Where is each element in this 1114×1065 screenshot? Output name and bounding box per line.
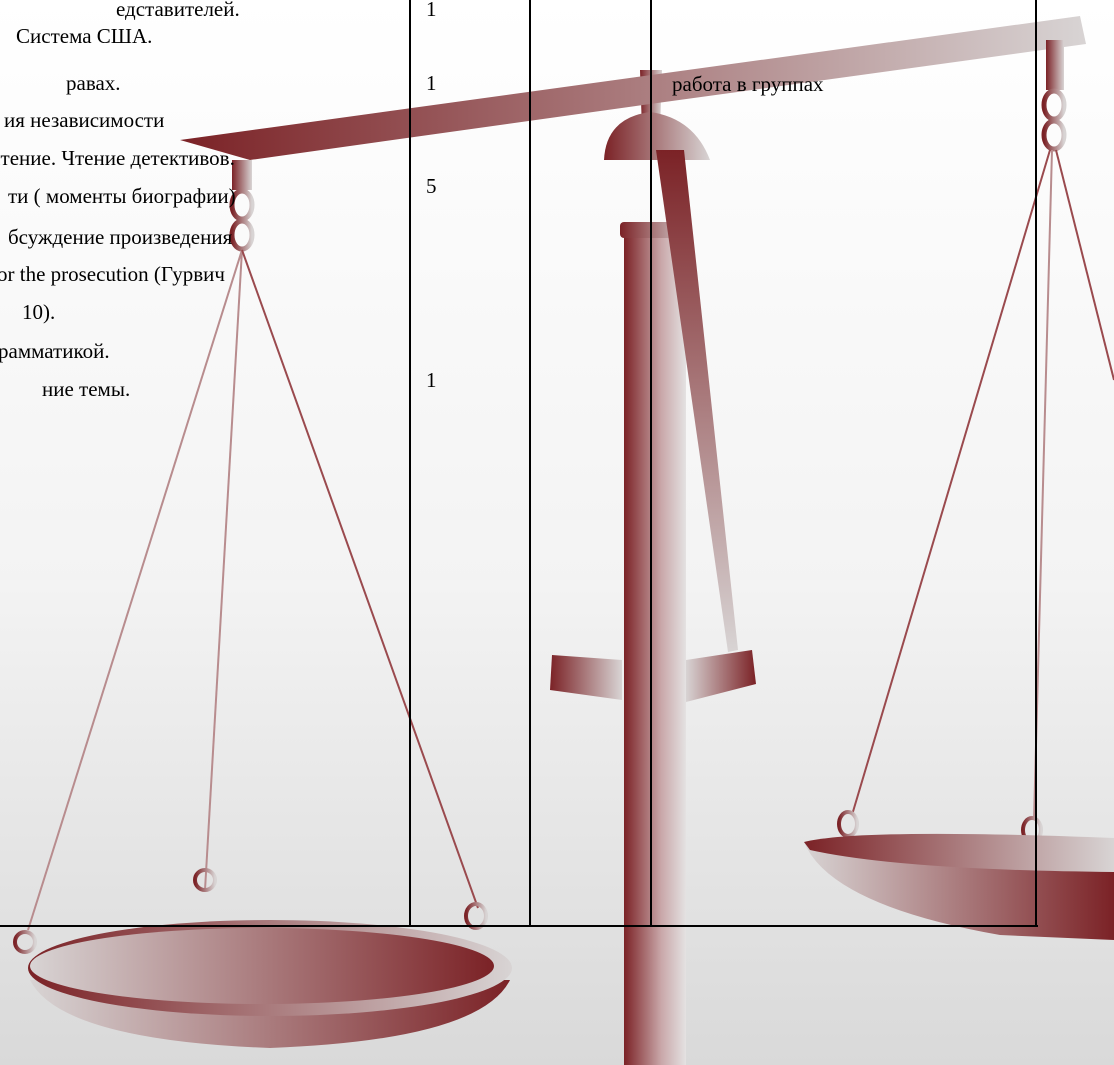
- table-border: [650, 0, 652, 927]
- hours-cell: 1: [426, 368, 437, 392]
- table-border: [529, 0, 531, 927]
- hours-cell: 5: [426, 174, 437, 198]
- topic-line: чтение. Чтение детективов.: [0, 146, 235, 170]
- table-border: [409, 0, 411, 927]
- table-border: [1035, 0, 1037, 927]
- topic-line: ние темы.: [42, 377, 130, 401]
- form-cell: работа в группах: [672, 72, 824, 96]
- table-border: [0, 925, 1038, 927]
- hours-cell: 1: [426, 0, 437, 21]
- topic-line: ия независимости: [4, 108, 164, 132]
- topic-line: 10).: [22, 300, 55, 324]
- topic-line: Система США.: [16, 24, 152, 48]
- topic-line: ти ( моменты биографии): [8, 184, 236, 208]
- topic-line: равах.: [66, 71, 121, 95]
- topic-line: рамматикой.: [0, 339, 110, 363]
- topic-line: бсуждение произведения: [8, 225, 232, 249]
- topic-line: едставителей.: [116, 0, 240, 21]
- topic-line: for the prosecution (Гурвич: [0, 262, 225, 286]
- page: {"table": { "topic_lines": ["едставителе…: [0, 0, 1114, 1065]
- hours-cell: 1: [426, 71, 437, 95]
